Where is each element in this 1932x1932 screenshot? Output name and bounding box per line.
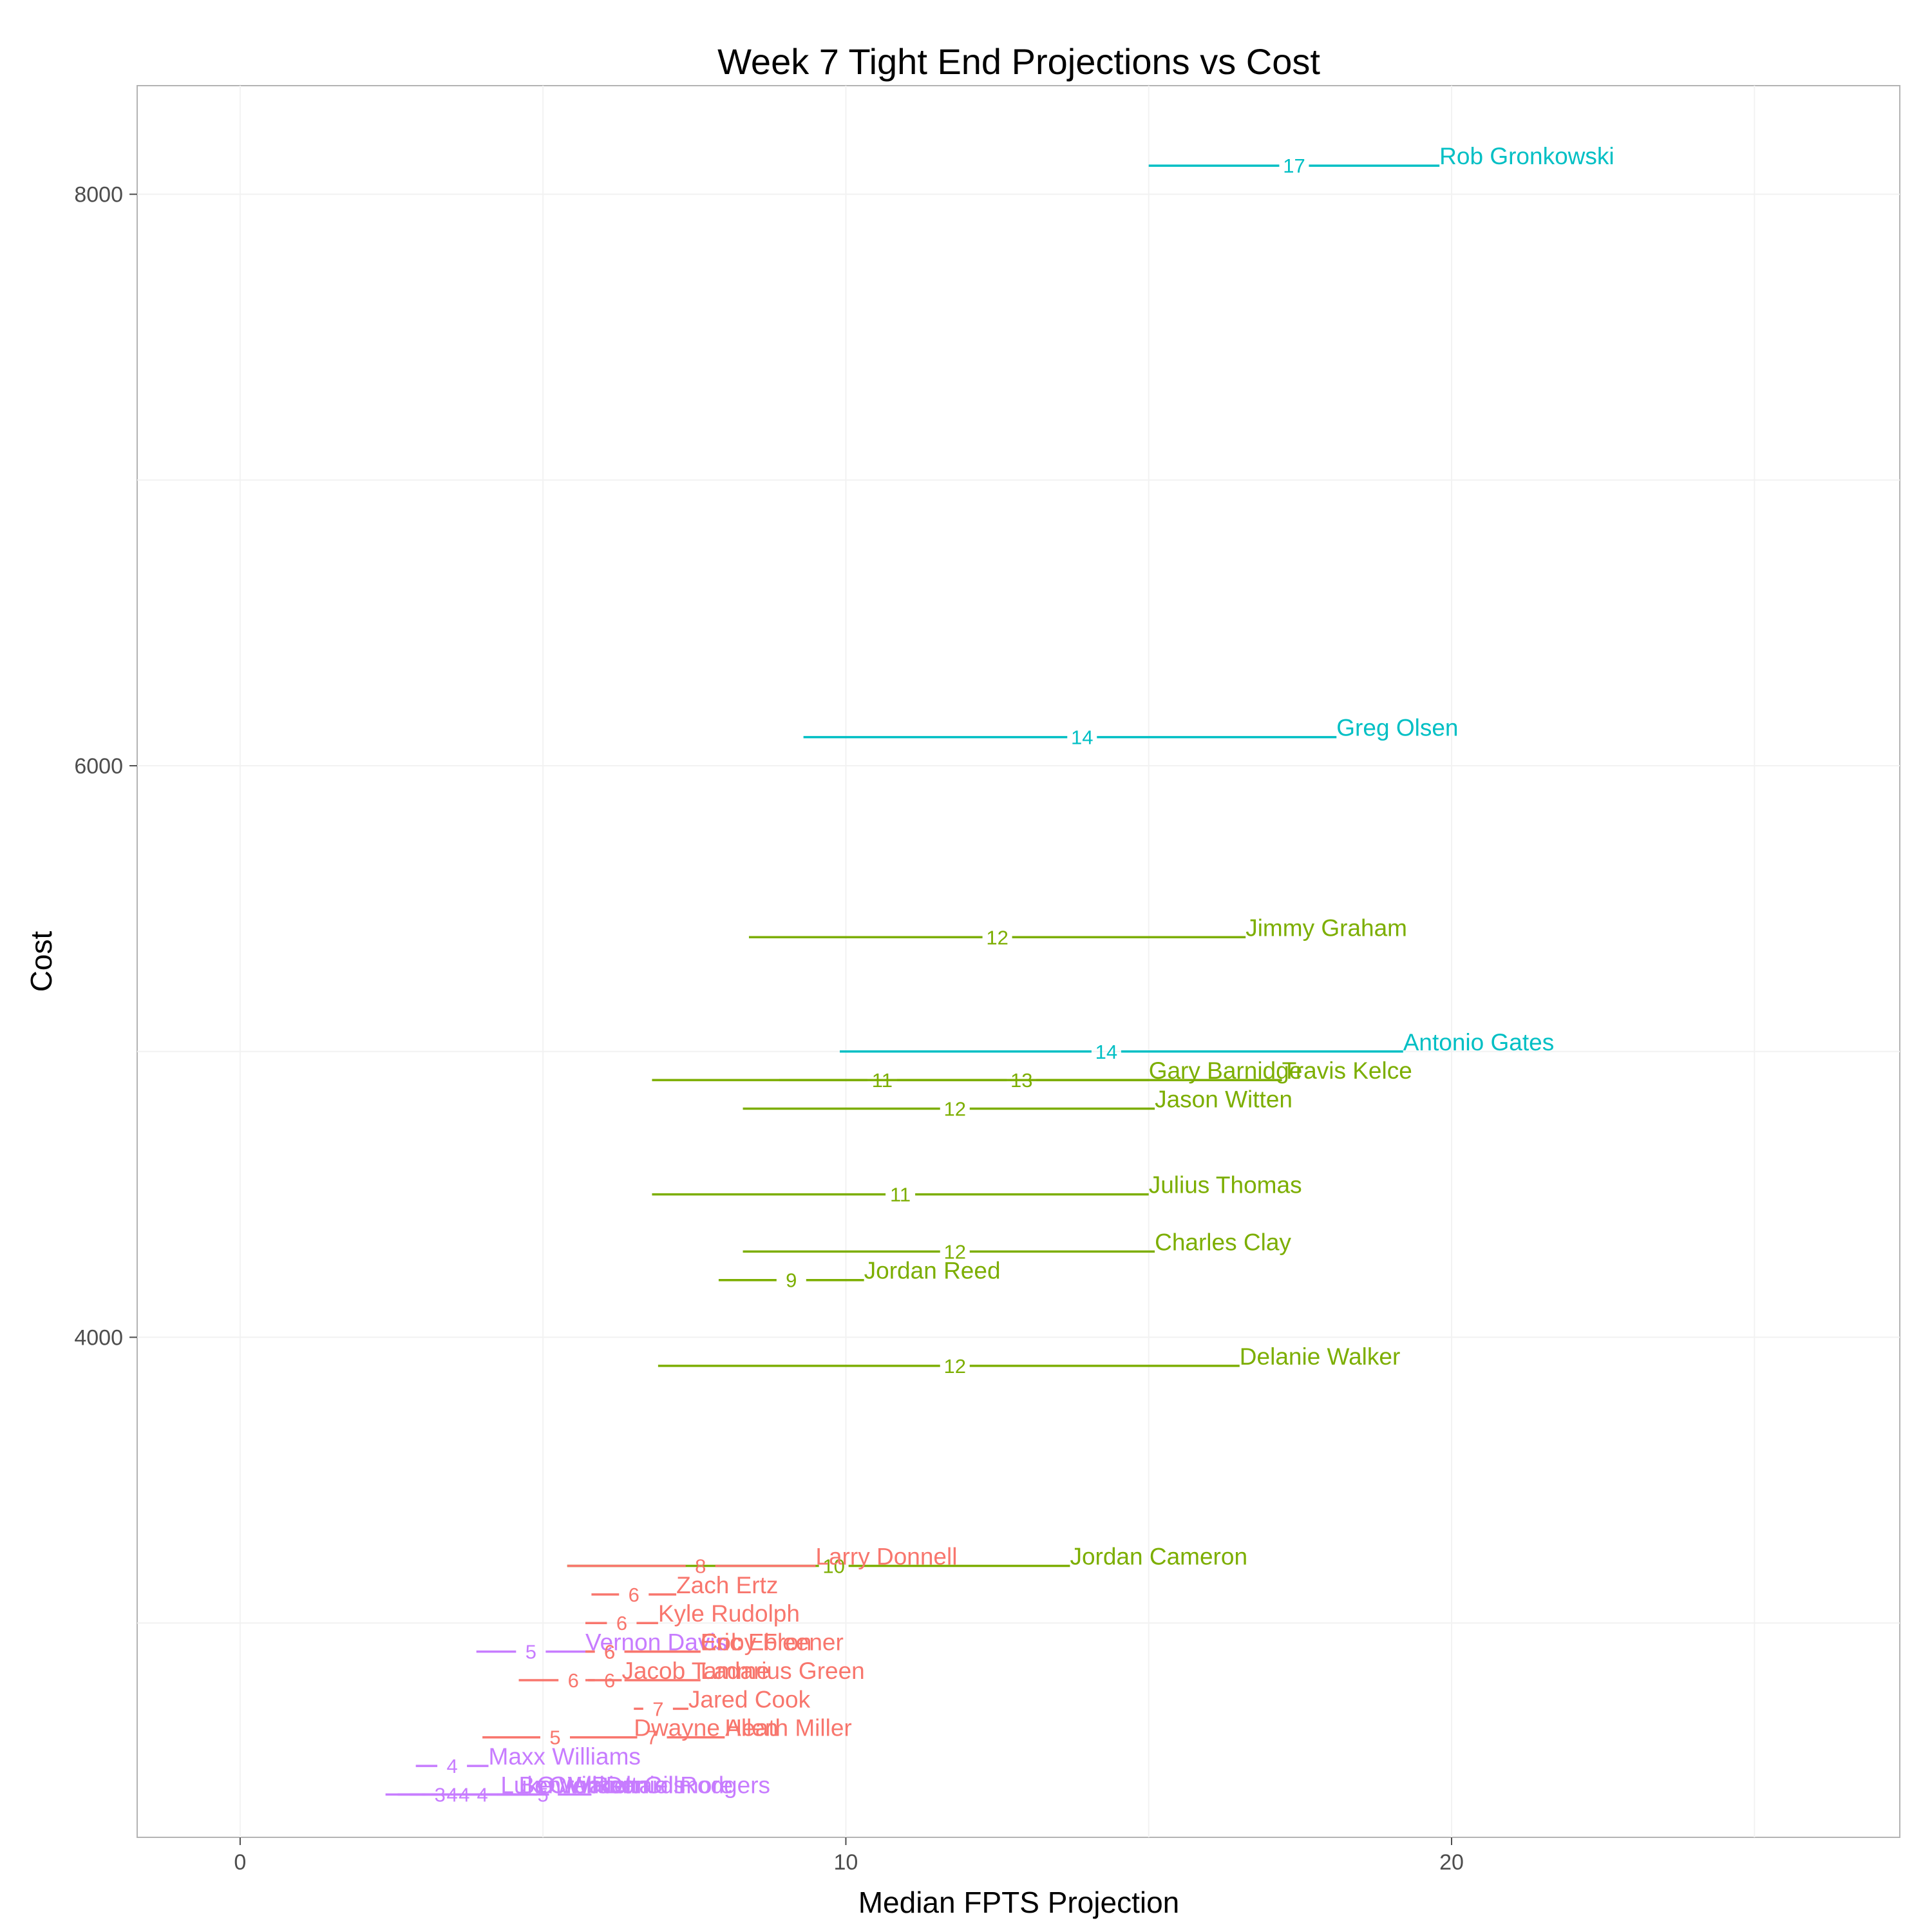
median-label: 13: [1010, 1069, 1032, 1092]
median-label: 8: [695, 1555, 706, 1577]
axes: 0 10 20 4000 6000 8000: [74, 183, 1464, 1875]
median-label: 4: [477, 1783, 488, 1806]
median-label: 6: [616, 1612, 627, 1634]
median-label: 11: [890, 1184, 911, 1206]
player-label: Ladarius Green: [701, 1658, 865, 1684]
data-marks: 17 Rob Gronkowski 14 Greg Olsen 12 Jimmy Grah…: [385, 143, 1615, 1806]
y-tick-label: 6000: [74, 754, 123, 779]
player-label: Zach Ertz: [676, 1572, 778, 1598]
player-label: Larry Donnell: [815, 1543, 957, 1569]
median-label: 6: [604, 1641, 615, 1663]
x-tick-label: 10: [834, 1850, 858, 1875]
median-label: 5: [526, 1641, 536, 1663]
median-label: 6: [604, 1641, 615, 1663]
player-label: Jared Cook: [688, 1686, 811, 1712]
median-label: 6: [629, 1584, 639, 1606]
median-label: 6: [568, 1669, 579, 1692]
median-label: 12: [944, 1355, 966, 1378]
median-label: 5: [538, 1783, 549, 1806]
median-label: 5: [549, 1727, 560, 1749]
median-label: 12: [986, 926, 1008, 949]
y-axis-title: Cost: [24, 931, 58, 992]
player-label: Jordan Reed: [864, 1258, 1001, 1284]
player-label: Jason Witten: [1155, 1086, 1293, 1113]
median-label: 10: [822, 1555, 844, 1577]
player-label: Jimmy Graham: [1245, 914, 1407, 941]
player-label: Julius Thomas: [1149, 1172, 1302, 1198]
median-label: 14: [1095, 1041, 1117, 1063]
median-label: 7: [647, 1727, 658, 1749]
median-label: 7: [652, 1698, 663, 1720]
median-label: 14: [1071, 726, 1093, 749]
player-label: Charles Clay: [1155, 1229, 1291, 1255]
player-label: Delanie Walker: [1240, 1343, 1401, 1370]
y-tick-label: 4000: [74, 1325, 123, 1350]
median-label: 12: [944, 1240, 966, 1263]
player-label: Richard Rodgers: [591, 1772, 770, 1798]
x-tick-label: 0: [234, 1850, 246, 1875]
x-axis-title: Median FPTS Projection: [858, 1886, 1180, 1919]
player-label: Greg Olsen: [1336, 715, 1458, 741]
chart-title: Week 7 Tight End Projections vs Cost: [717, 41, 1320, 82]
median-label: 17: [1283, 155, 1305, 177]
player-label: Travis Kelce: [1282, 1057, 1412, 1084]
player-label: Jordan Cameron: [1070, 1543, 1247, 1569]
player-label: Heath Miller: [724, 1715, 851, 1741]
x-tick-label: 20: [1439, 1850, 1464, 1875]
plot-panel: [137, 85, 1900, 1838]
player-label: Rob Gronkowski: [1439, 143, 1614, 169]
player-label: Coby Fleener: [701, 1629, 844, 1656]
y-tick-label: 8000: [74, 183, 123, 207]
median-label: 6: [604, 1669, 615, 1692]
median-label: 9: [786, 1269, 797, 1292]
median-label: 4: [446, 1755, 457, 1777]
player-label: Kyle Rudolph: [658, 1600, 800, 1627]
player-label: Eric Ebron: [701, 1629, 812, 1656]
player-label: Antonio Gates: [1403, 1029, 1554, 1056]
median-label: 12: [944, 1098, 966, 1121]
player-label: Maxx Williams: [489, 1743, 641, 1770]
